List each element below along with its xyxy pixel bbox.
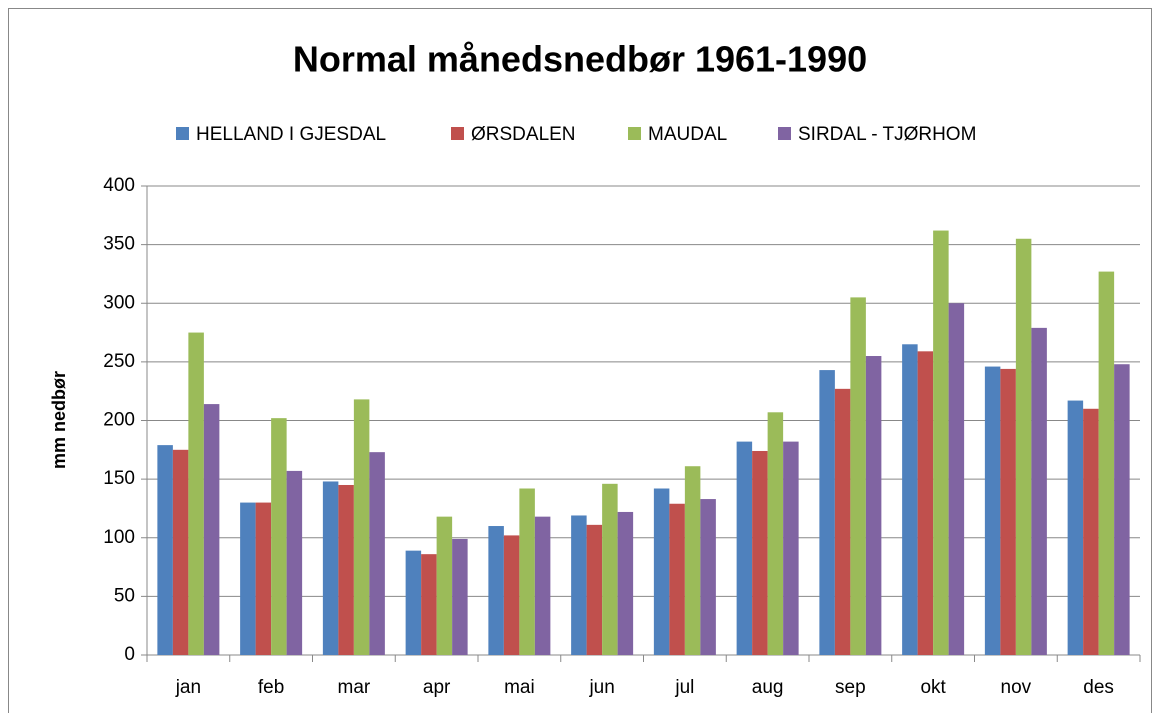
bar <box>172 449 189 655</box>
bar <box>369 452 385 655</box>
y-tick-label: 150 <box>103 468 135 489</box>
bar <box>338 484 354 655</box>
bar <box>534 516 551 655</box>
bar <box>271 418 287 655</box>
bar <box>1114 364 1130 655</box>
bar <box>752 450 768 655</box>
y-axis-label: mm nedbør <box>49 371 69 469</box>
bar <box>984 366 1001 655</box>
x-tick-label: jun <box>588 677 614 698</box>
bar <box>865 356 882 655</box>
bar <box>1067 400 1084 655</box>
x-tick-label: mai <box>504 677 535 698</box>
y-tick-label: 350 <box>103 234 135 255</box>
chart-title: Normal månedsnedbør 1961-1990 <box>293 39 867 80</box>
bar <box>767 412 784 655</box>
y-tick-label: 0 <box>124 644 135 665</box>
bar <box>436 516 453 655</box>
y-tick-label: 50 <box>114 585 135 606</box>
bar <box>700 499 716 655</box>
bar <box>322 481 339 655</box>
bar <box>157 445 173 655</box>
bar <box>240 502 256 655</box>
x-tick-label: aug <box>752 677 784 698</box>
x-tick-label: sep <box>835 677 866 698</box>
x-tick-label: feb <box>258 677 284 698</box>
bar <box>948 303 965 655</box>
x-tick-label: des <box>1083 677 1114 698</box>
bar <box>617 511 634 655</box>
legend-swatch <box>451 127 464 140</box>
y-tick-label: 200 <box>103 410 135 431</box>
legend-label: SIRDAL - TJØRHOM <box>798 124 976 145</box>
bar <box>684 466 701 655</box>
bar <box>819 370 835 655</box>
bar <box>571 515 587 655</box>
bar <box>405 550 422 655</box>
bar <box>602 483 618 655</box>
bar <box>653 488 670 655</box>
bar <box>783 441 799 655</box>
bar <box>203 404 220 655</box>
legend-swatch <box>628 127 641 140</box>
bar <box>1098 271 1115 655</box>
bar <box>488 526 504 655</box>
bar <box>736 441 753 655</box>
legend-swatch <box>778 127 791 140</box>
bar <box>917 351 934 655</box>
bar <box>255 502 272 655</box>
bar <box>1031 327 1047 655</box>
bar <box>421 554 437 655</box>
bar <box>669 503 685 655</box>
y-tick-label: 250 <box>103 351 135 372</box>
x-tick-label: okt <box>920 677 946 698</box>
bar <box>933 230 949 655</box>
y-tick-label: 300 <box>103 292 135 313</box>
legend-label: ØRSDALEN <box>471 124 576 145</box>
x-tick-label: apr <box>423 677 451 698</box>
bar <box>1000 368 1016 655</box>
bar <box>503 535 520 655</box>
y-tick-label: 100 <box>103 527 135 548</box>
x-tick-label: mar <box>338 677 371 698</box>
bar <box>188 332 204 655</box>
bar <box>286 470 303 655</box>
y-tick-label: 400 <box>103 175 135 196</box>
bar <box>834 388 851 655</box>
bar <box>586 524 603 655</box>
bar <box>1083 408 1099 655</box>
x-tick-label: jan <box>175 677 201 698</box>
bar <box>353 399 370 655</box>
legend-label: MAUDAL <box>648 124 727 145</box>
bar <box>519 488 535 655</box>
bar <box>850 297 866 655</box>
x-tick-label: nov <box>1001 677 1032 698</box>
legend-swatch <box>176 127 189 140</box>
bar <box>1015 238 1032 655</box>
bar <box>902 344 918 655</box>
legend-label: HELLAND I GJESDAL <box>196 124 386 145</box>
bar <box>452 538 468 655</box>
x-tick-label: jul <box>674 677 694 698</box>
